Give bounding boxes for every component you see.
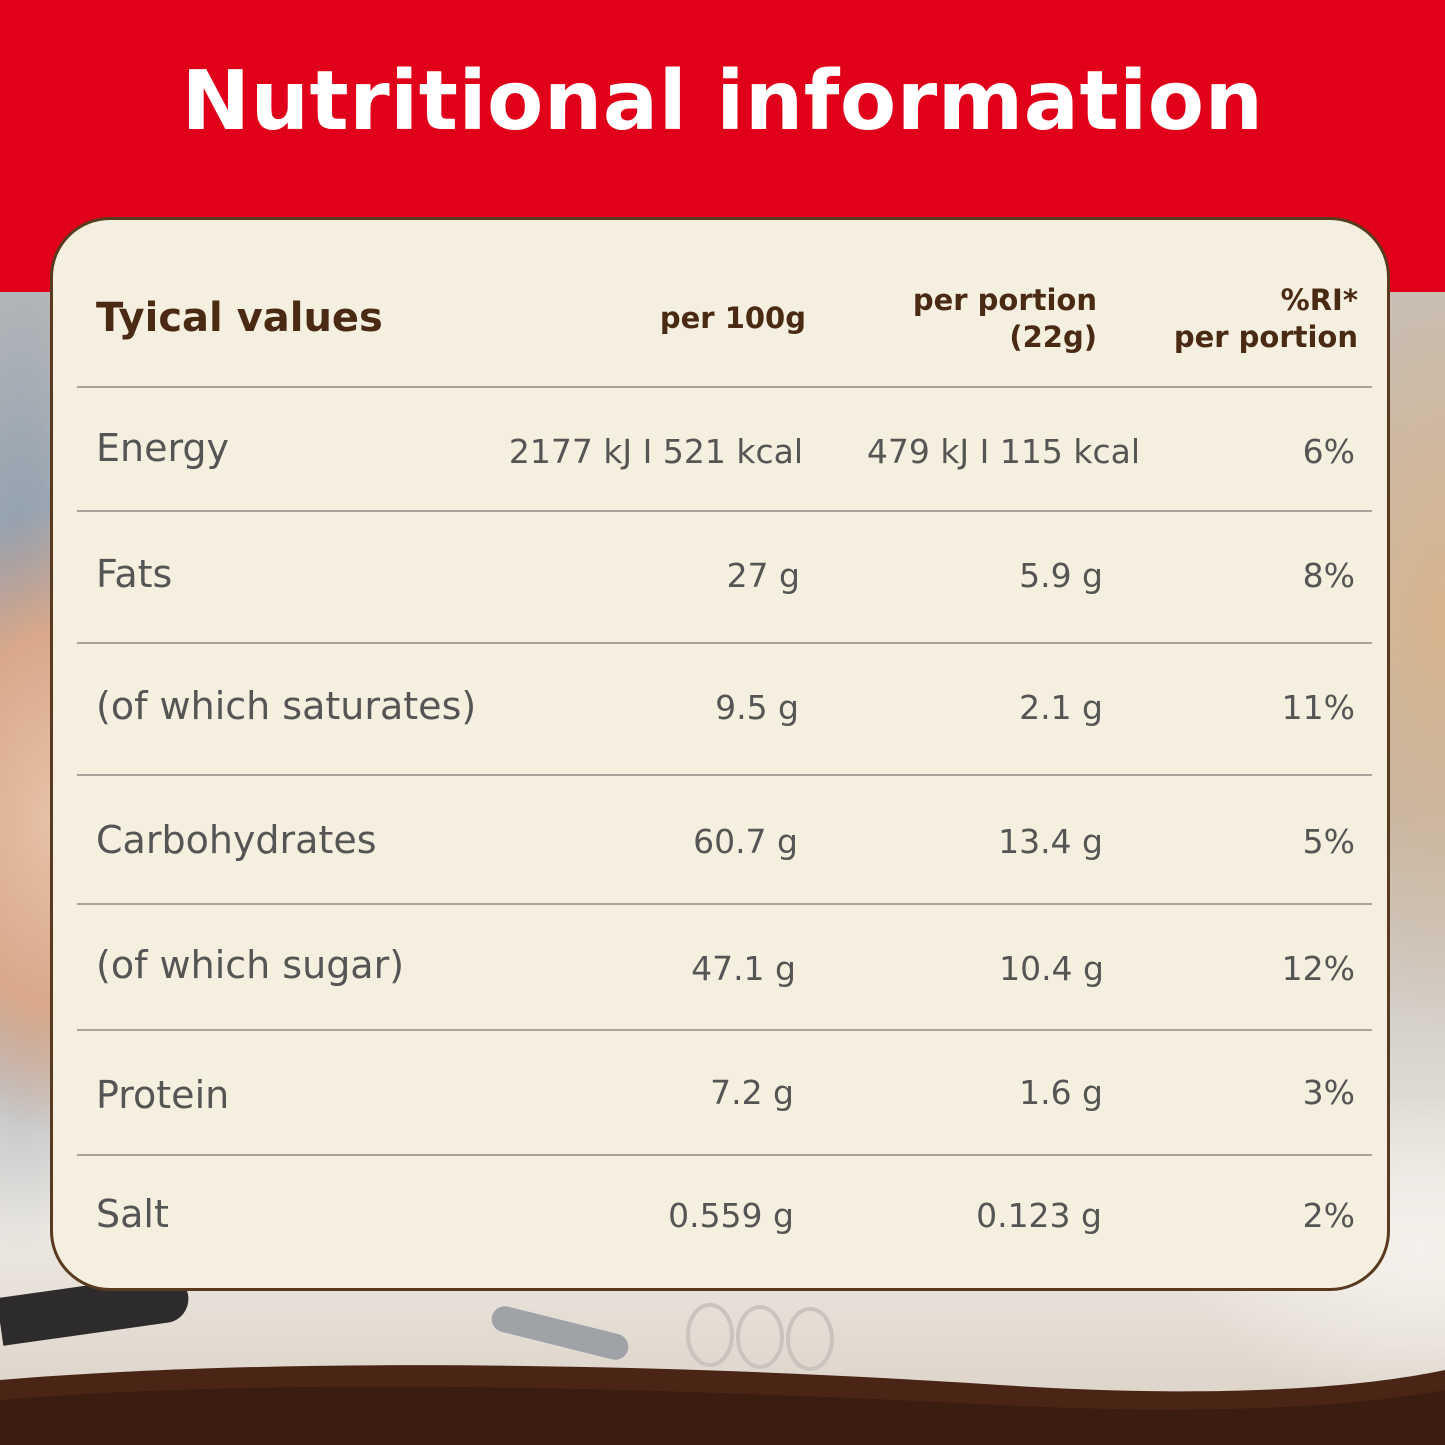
value-per-portion: 0.123 g [976,1196,1102,1235]
page-title: Nutritional information [181,54,1264,149]
header-ri: %RI* per portion [1133,282,1358,356]
value-ri: 12% [1281,949,1355,988]
nutrient-name: Energy [96,426,230,470]
value-ri: 3% [1302,1073,1355,1112]
value-per-100g: 60.7 g [693,822,798,861]
value-per-portion: 479 kJ I 115 kcal [866,432,1140,471]
value-ri: 2% [1302,1196,1355,1235]
header-ri-line2: per portion [1173,320,1358,354]
divider [77,642,1372,644]
value-ri: 5% [1302,822,1355,861]
header-per-portion-line1: per portion [912,283,1097,317]
nutrient-name: (of which sugar) [96,943,405,987]
chocolate-wave-image [0,1365,1445,1445]
header-per-portion-line2: (22g) [1009,320,1097,354]
header-per-100g: per 100g [659,301,806,335]
value-per-portion: 2.1 g [1019,688,1103,727]
nutrient-name: Fats [96,552,173,596]
value-per-portion: 5.9 g [1019,556,1103,595]
value-per-portion: 13.4 g [998,822,1103,861]
divider [77,1154,1372,1156]
value-per-portion: 10.4 g [999,949,1104,988]
value-ri: 8% [1302,556,1355,595]
nutrient-name: Protein [96,1073,230,1117]
notebook-rings-image [686,1303,834,1371]
nutrient-name: (of which saturates) [96,684,477,728]
value-per-100g: 47.1 g [691,949,796,988]
nutrition-table: Tyical values per 100g per portion (22g)… [50,217,1390,1291]
divider [77,1029,1372,1031]
value-per-100g: 2177 kJ I 521 kcal [508,432,803,471]
header-typical-values: Tyical values [96,295,383,341]
header-per-portion: per portion (22g) [833,282,1097,356]
value-per-100g: 0.559 g [668,1196,794,1235]
nutrient-name: Carbohydrates [96,818,377,862]
value-per-100g: 9.5 g [715,688,799,727]
value-per-100g: 27 g [726,556,800,595]
nutrient-name: Salt [96,1192,169,1236]
divider [77,386,1372,388]
value-ri: 6% [1302,432,1355,471]
divider [77,510,1372,512]
divider [77,903,1372,905]
value-per-100g: 7.2 g [710,1073,794,1112]
value-ri: 11% [1281,688,1355,727]
header-ri-line1: %RI* [1280,283,1358,317]
value-per-portion: 1.6 g [1019,1073,1103,1112]
divider [77,774,1372,776]
